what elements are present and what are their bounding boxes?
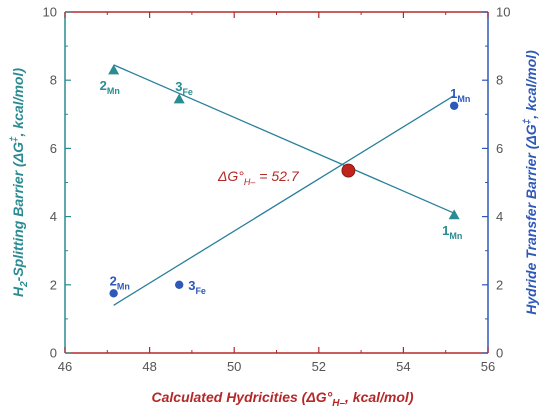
intersection-point <box>341 163 356 178</box>
point-label: 1Mn <box>442 223 462 241</box>
left-y-tick-label: 0 <box>50 346 57 361</box>
circle-data-point <box>175 280 184 289</box>
triangle-data-point <box>108 64 120 75</box>
point-label: 1Mn <box>450 86 470 104</box>
hydride-transfer-fit-line <box>113 94 455 306</box>
right-y-tick-label: 6 <box>496 141 503 156</box>
x-tick-label: 46 <box>58 359 72 374</box>
triangle-data-point <box>448 209 460 220</box>
right-y-tick-label: 8 <box>496 73 503 88</box>
circle-data-point <box>449 101 459 110</box>
right-y-tick-label: 10 <box>496 5 510 20</box>
x-tick-label: 56 <box>481 359 495 374</box>
x-tick-label: 48 <box>142 359 156 374</box>
left-y-tick-label: 8 <box>50 73 57 88</box>
intersection-annotation: ΔG°H– = 52.7 <box>217 168 300 187</box>
x-tick-label: 50 <box>227 359 241 374</box>
circle-data-point <box>109 289 118 298</box>
point-label: 3Fe <box>188 278 206 296</box>
point-label: 2Mn <box>110 273 130 291</box>
right-y-tick-label: 2 <box>496 277 503 292</box>
x-tick-label: 54 <box>396 359 410 374</box>
point-label: 2Mn <box>100 78 120 96</box>
x-axis-label: Calculated Hydricities (ΔG°H–, kcal/mol) <box>152 389 414 409</box>
left-y-axis-label: H2-Splitting Barrier (ΔG‡, kcal/mol) <box>9 68 30 297</box>
right-y-tick-label: 0 <box>496 346 503 361</box>
left-y-tick-label: 10 <box>43 5 57 20</box>
right-y-axis-label: Hydride Transfer Barrier (ΔG‡, kcal/mol) <box>522 50 539 315</box>
triangle-data-point <box>173 93 185 104</box>
left-y-tick-label: 4 <box>50 209 57 224</box>
h2-splitting-fit-line <box>113 64 455 214</box>
point-label: 3Fe <box>175 79 193 97</box>
right-y-tick-label: 4 <box>496 209 503 224</box>
left-y-tick-label: 6 <box>50 141 57 156</box>
left-y-tick-label: 2 <box>50 277 57 292</box>
x-tick-label: 52 <box>312 359 326 374</box>
